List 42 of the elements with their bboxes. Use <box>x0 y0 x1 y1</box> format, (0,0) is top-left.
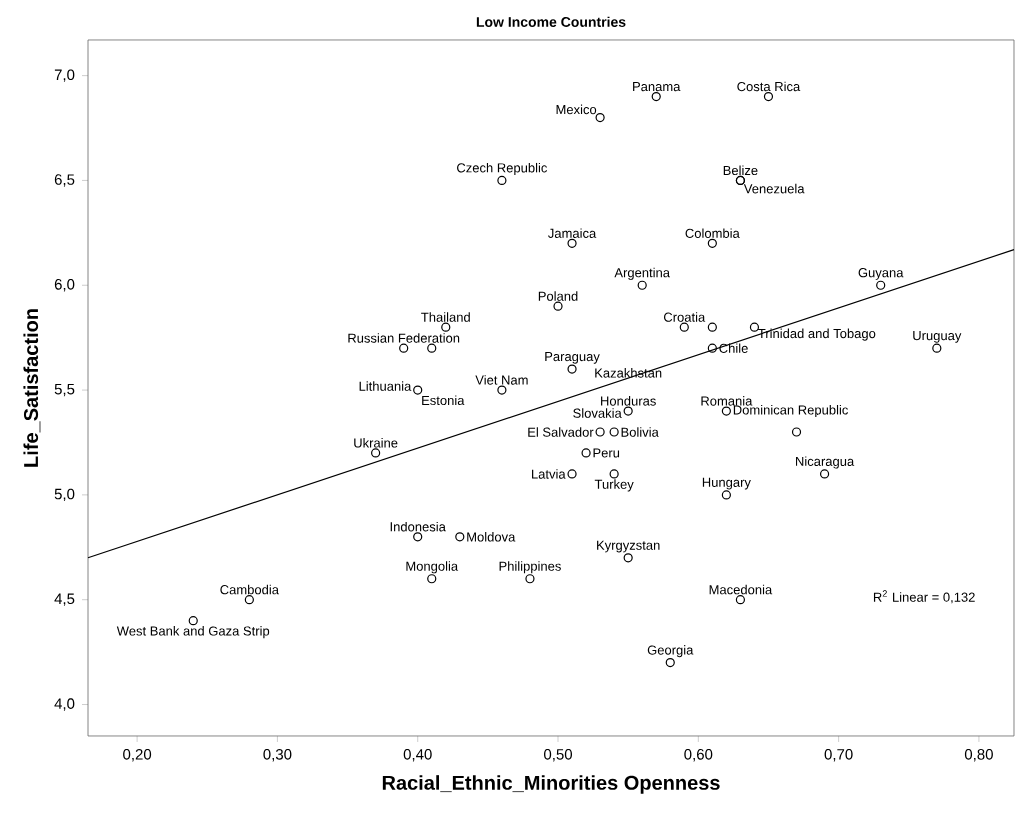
point <box>567 364 577 374</box>
point <box>244 595 254 605</box>
point <box>427 343 437 353</box>
point <box>651 91 661 102</box>
point <box>665 658 675 668</box>
point <box>497 175 507 186</box>
point <box>455 532 465 542</box>
point <box>609 427 619 437</box>
point <box>932 343 942 353</box>
point <box>791 427 802 437</box>
point <box>399 343 409 353</box>
point <box>735 595 746 605</box>
point <box>553 301 563 311</box>
point <box>497 385 507 395</box>
point <box>609 469 619 479</box>
point <box>371 448 381 458</box>
point <box>595 112 605 123</box>
point <box>623 406 633 416</box>
point <box>413 385 423 395</box>
x-axis-title: Racial_Ethnic_Minorities Openness <box>382 775 720 794</box>
point <box>763 91 774 102</box>
point <box>721 490 731 500</box>
point <box>637 280 647 290</box>
point <box>679 322 689 332</box>
point <box>595 427 605 437</box>
point <box>749 322 760 332</box>
point <box>567 469 577 479</box>
y-axis-title: Life_Satisfaction <box>23 309 41 467</box>
point <box>623 553 633 563</box>
point <box>707 238 717 248</box>
point <box>707 322 717 332</box>
point <box>441 322 451 332</box>
point <box>876 280 886 290</box>
point <box>567 238 577 248</box>
point <box>427 574 437 584</box>
point <box>707 343 717 353</box>
point <box>188 616 198 626</box>
point <box>721 406 731 416</box>
point <box>525 574 535 584</box>
point <box>581 448 591 458</box>
point <box>819 469 830 479</box>
point <box>413 532 423 542</box>
